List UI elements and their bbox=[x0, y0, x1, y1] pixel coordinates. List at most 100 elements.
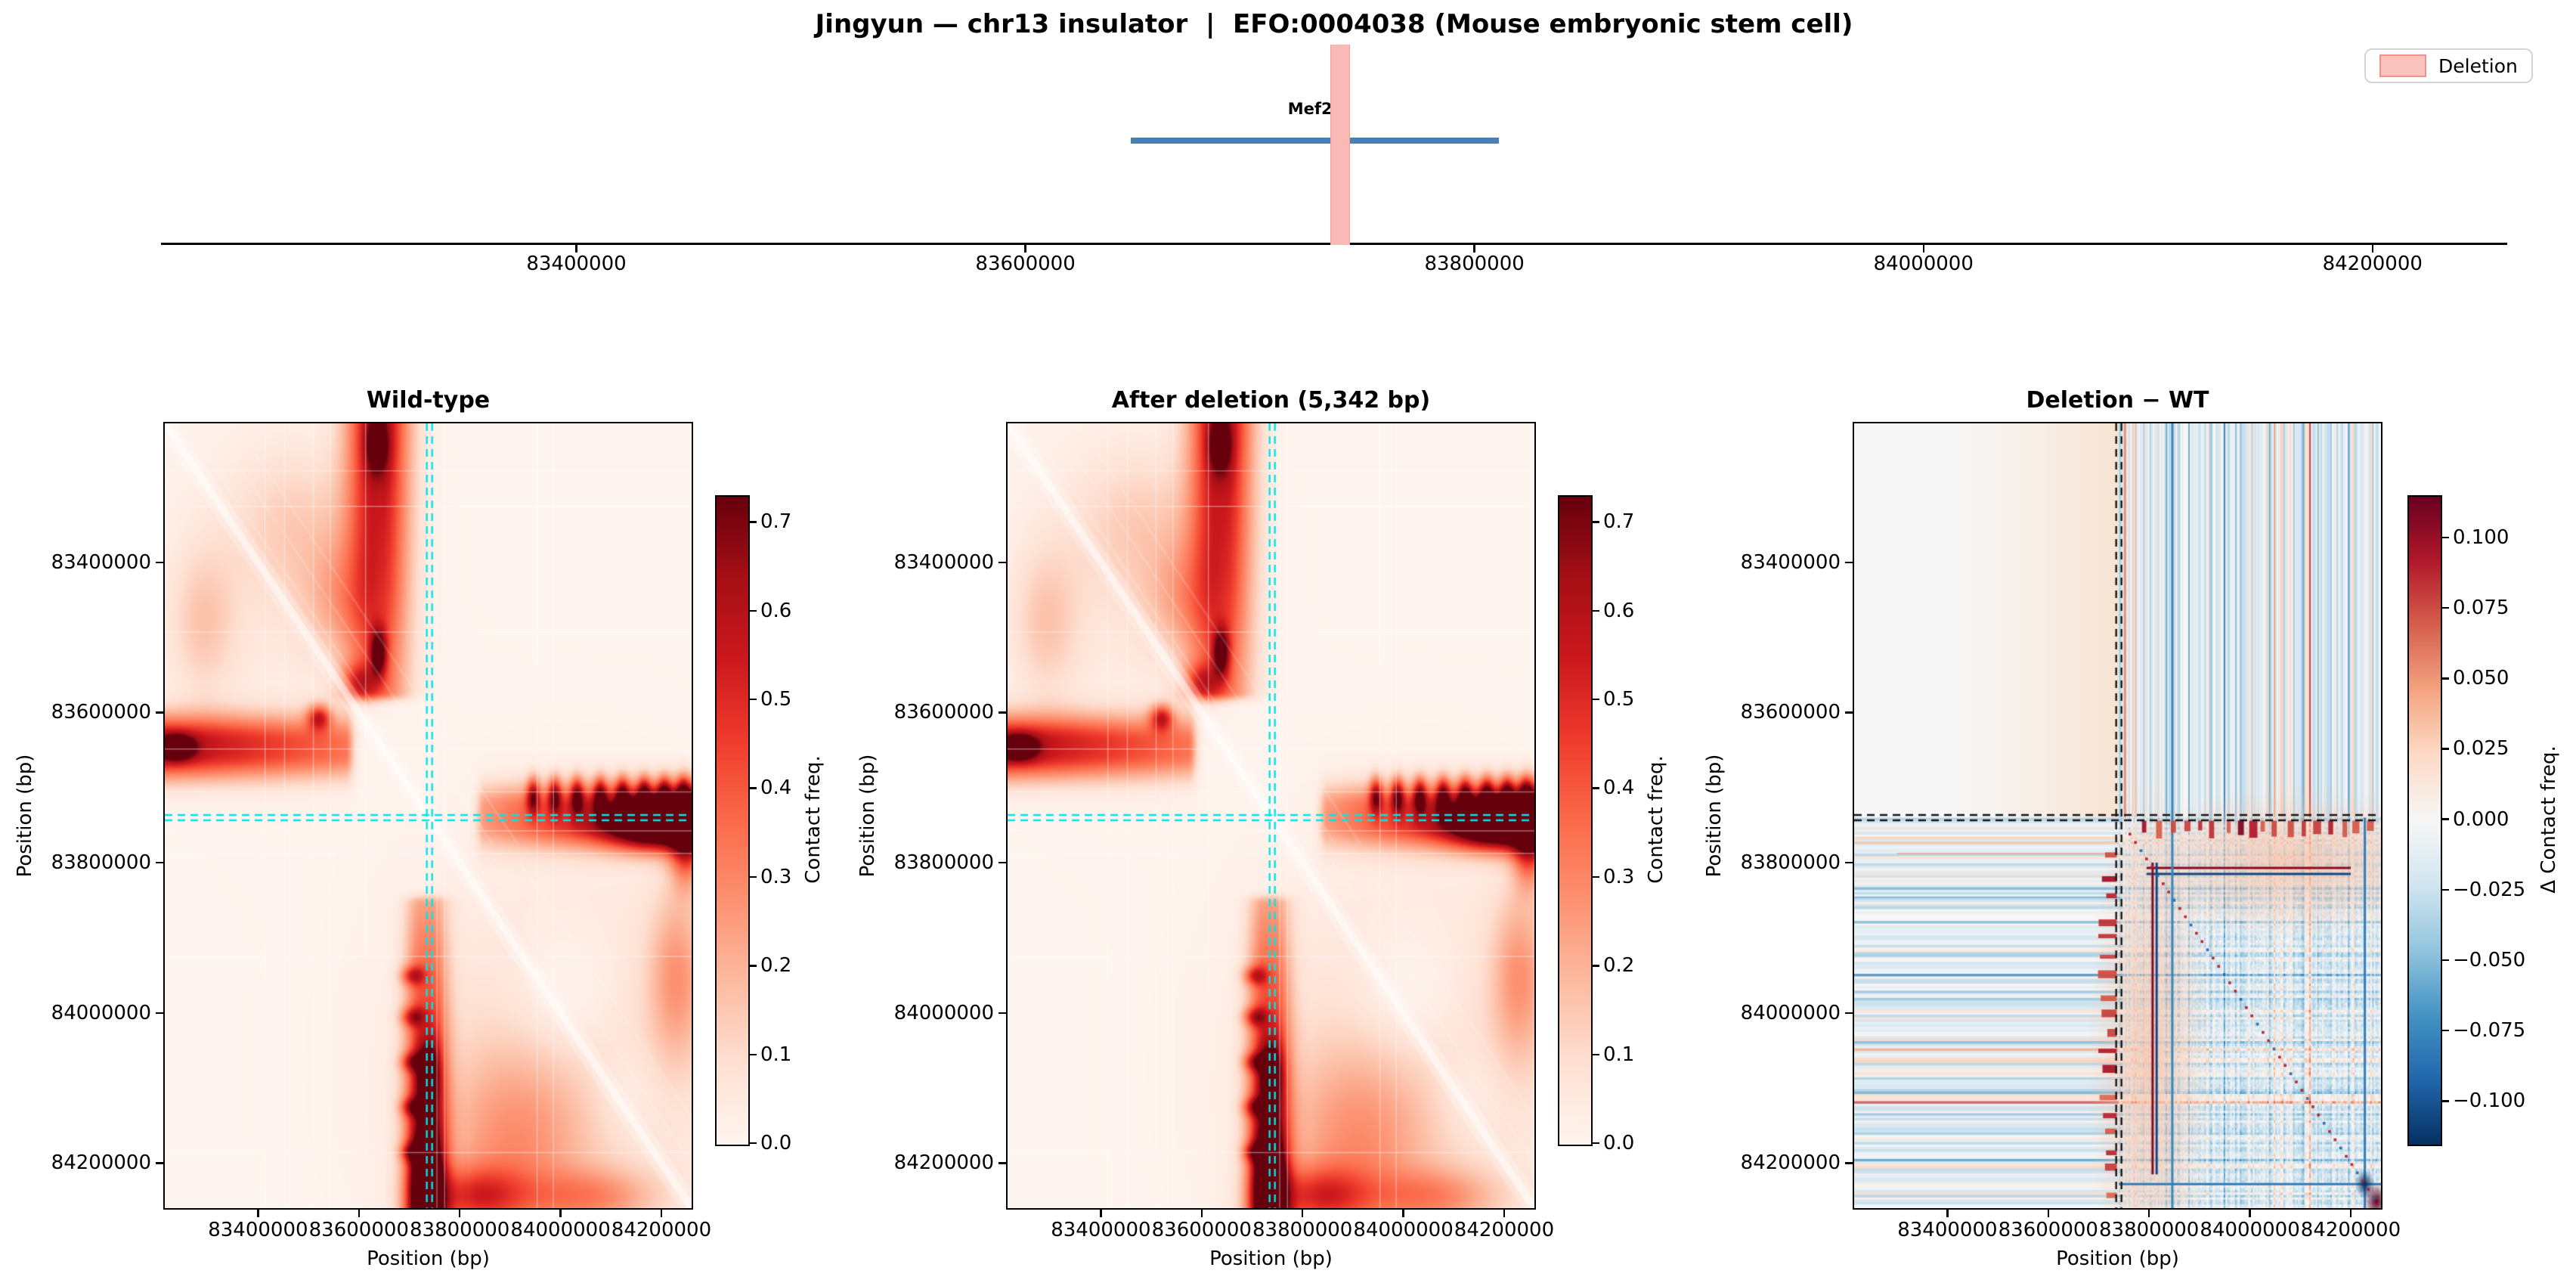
colorbar-tick-label: 0.4 bbox=[1603, 776, 1635, 800]
y-tick-mark bbox=[156, 561, 163, 564]
colorbar-tick-label: 0.000 bbox=[2453, 807, 2509, 831]
colorbar-tick-label: 0.5 bbox=[1603, 688, 1635, 711]
colorbar-tick-mark bbox=[750, 875, 757, 879]
x-tick-mark bbox=[2147, 1210, 2150, 1217]
x-axis-label: Position (bp) bbox=[2056, 1247, 2179, 1270]
colorbar-tick-label: 0.1 bbox=[760, 1043, 792, 1066]
track-tick-mark bbox=[1024, 245, 1026, 253]
track-tick-label: 84000000 bbox=[1873, 253, 1974, 275]
colorbar-label: Δ Contact freq. bbox=[2537, 745, 2560, 894]
x-tick-label: 84200000 bbox=[611, 1219, 712, 1241]
y-tick-label: 84000000 bbox=[51, 1001, 151, 1024]
x-tick-label: 84000000 bbox=[1353, 1219, 1454, 1241]
y-tick-mark bbox=[1845, 861, 1853, 864]
colorbar bbox=[2407, 495, 2442, 1146]
x-axis-label: Position (bp) bbox=[1209, 1247, 1333, 1270]
y-tick-label: 83400000 bbox=[51, 550, 151, 574]
colorbar-tick-mark bbox=[1593, 1053, 1599, 1055]
colorbar-label: Contact freq. bbox=[802, 755, 825, 884]
x-tick-label: 83800000 bbox=[410, 1219, 510, 1241]
y-tick-label: 83600000 bbox=[893, 701, 994, 724]
x-tick-mark bbox=[2349, 1210, 2352, 1217]
colorbar-tick-mark bbox=[1593, 698, 1599, 701]
track-tick-mark bbox=[2371, 245, 2374, 253]
x-tick-label: 84200000 bbox=[2300, 1219, 2401, 1241]
track-tick-label: 84200000 bbox=[2322, 253, 2423, 275]
track-tick-label: 83600000 bbox=[975, 253, 1076, 275]
panel-title: Wild-type bbox=[366, 387, 491, 414]
heatmap-frame bbox=[163, 421, 693, 1210]
deletion-legend-label: Deletion bbox=[2438, 54, 2518, 77]
after-deletion-heatmap-canvas bbox=[1007, 423, 1534, 1208]
x-tick-label: 83800000 bbox=[1252, 1219, 1353, 1241]
y-tick-label: 83600000 bbox=[51, 701, 151, 724]
colorbar-tick-label: 0.6 bbox=[1603, 599, 1635, 622]
colorbar-tick-label: −0.025 bbox=[2453, 878, 2526, 901]
y-tick-mark bbox=[999, 711, 1006, 714]
colorbar bbox=[715, 495, 750, 1146]
colorbar-tick-label: 0.0 bbox=[1603, 1132, 1635, 1154]
y-tick-mark bbox=[156, 1162, 163, 1164]
colorbar-tick-mark bbox=[2442, 536, 2449, 539]
x-tick-mark bbox=[1301, 1210, 1304, 1217]
y-tick-mark bbox=[1845, 711, 1853, 714]
y-tick-mark bbox=[156, 1012, 163, 1015]
colorbar-tick-label: −0.050 bbox=[2453, 948, 2526, 971]
x-tick-mark bbox=[257, 1210, 259, 1217]
colorbar-tick-mark bbox=[1593, 1142, 1599, 1145]
colorbar-tick-label: 0.4 bbox=[760, 776, 792, 800]
y-tick-mark bbox=[999, 1162, 1006, 1164]
wild-type-heatmap-canvas bbox=[164, 423, 692, 1208]
x-tick-mark bbox=[559, 1210, 562, 1217]
gene-body-line bbox=[1131, 138, 1500, 144]
colorbar-tick-mark bbox=[1593, 521, 1599, 523]
legend: Deletion bbox=[2364, 48, 2533, 83]
colorbar-tick-mark bbox=[2442, 959, 2449, 962]
colorbar-tick-mark bbox=[750, 521, 757, 523]
heatmap-frame bbox=[1005, 421, 1536, 1210]
colorbar-tick-label: 0.3 bbox=[760, 865, 792, 888]
y-tick-mark bbox=[999, 561, 1006, 564]
deletion-region-band bbox=[1330, 45, 1351, 245]
colorbar-tick-label: 0.075 bbox=[2453, 597, 2509, 620]
x-tick-mark bbox=[1100, 1210, 1102, 1217]
colorbar-tick-label: 0.7 bbox=[760, 510, 792, 534]
figure-title: Jingyun — chr13 insulator | EFO:0004038 … bbox=[815, 9, 1853, 39]
x-tick-mark bbox=[1946, 1210, 1949, 1217]
panel-title: Deletion − WT bbox=[2026, 387, 2209, 414]
y-tick-mark bbox=[156, 711, 163, 714]
y-tick-mark bbox=[1845, 561, 1853, 564]
y-tick-mark bbox=[999, 861, 1006, 864]
colorbar-tick-label: 0.025 bbox=[2453, 737, 2509, 761]
colorbar-tick-label: 0.2 bbox=[760, 954, 792, 978]
colorbar-tick-label: 0.100 bbox=[2453, 525, 2509, 549]
colorbar-tick-label: 0.5 bbox=[760, 688, 792, 711]
x-tick-mark bbox=[358, 1210, 361, 1217]
x-tick-label: 83600000 bbox=[1151, 1219, 1252, 1241]
y-tick-label: 84200000 bbox=[1740, 1151, 1841, 1175]
x-tick-label: 84200000 bbox=[1454, 1219, 1555, 1241]
colorbar-tick-mark bbox=[2442, 748, 2449, 750]
deletion-legend-swatch bbox=[2379, 54, 2426, 77]
colorbar-tick-mark bbox=[750, 609, 757, 612]
colorbar-label: Contact freq. bbox=[1645, 755, 1667, 884]
track-tick-mark bbox=[1473, 245, 1475, 253]
y-tick-mark bbox=[156, 861, 163, 864]
y-tick-label: 84000000 bbox=[893, 1001, 994, 1024]
colorbar-tick-mark bbox=[1593, 875, 1599, 879]
colorbar-tick-label: 0.3 bbox=[1603, 865, 1635, 888]
colorbar-tick-label: 0.6 bbox=[760, 599, 792, 622]
y-tick-label: 83600000 bbox=[1740, 701, 1841, 724]
y-tick-label: 83800000 bbox=[893, 851, 994, 875]
y-tick-label: 83400000 bbox=[893, 550, 994, 574]
track-tick-label: 83800000 bbox=[1424, 253, 1525, 275]
colorbar-tick-label: 0.0 bbox=[760, 1132, 792, 1154]
colorbar-tick-mark bbox=[2442, 818, 2449, 820]
x-tick-mark bbox=[660, 1210, 663, 1217]
y-tick-label: 83800000 bbox=[1740, 851, 1841, 875]
x-tick-label: 83800000 bbox=[2099, 1219, 2200, 1241]
colorbar-tick-mark bbox=[2442, 1100, 2449, 1102]
heatmap-frame bbox=[1852, 421, 2382, 1210]
panel-title: After deletion (5,342 bp) bbox=[1111, 387, 1431, 414]
